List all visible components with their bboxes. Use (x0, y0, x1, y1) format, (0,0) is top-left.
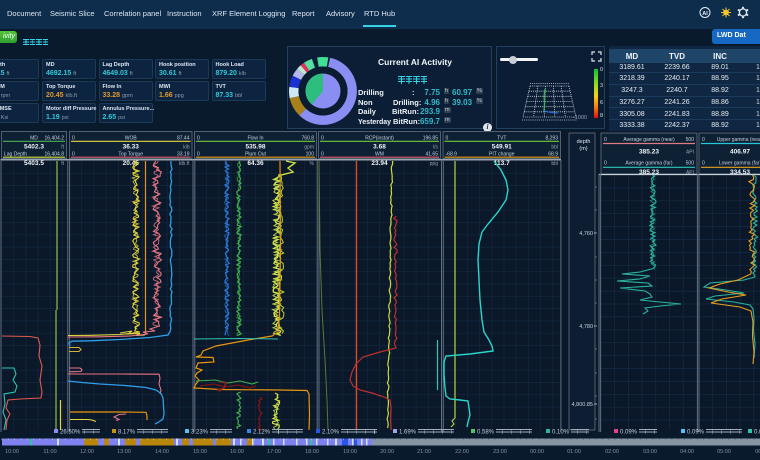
svg-text:Average gamma (far): Average gamma (far) (625, 161, 672, 167)
svg-text:MD: MD (30, 136, 38, 142)
svg-text:4,760: 4,760 (579, 231, 593, 237)
svg-text:RCP(instant): RCP(instant) (365, 136, 394, 142)
svg-text:bbl: bbl (551, 161, 558, 167)
svg-text:Upper gamma (near): Upper gamma (near) (717, 137, 760, 143)
svg-text:Lower gamma (far): Lower gamma (far) (719, 161, 760, 167)
svg-text:500: 500 (686, 161, 695, 167)
svg-text:ft: ft (61, 161, 64, 167)
svg-text:Lag Depth: Lag Depth (4, 151, 27, 157)
svg-text:5403.5: 5403.5 (24, 160, 44, 167)
svg-text:PIT change: PIT change (489, 151, 515, 157)
svg-text:8,293: 8,293 (545, 136, 558, 142)
svg-text:WM: WM (375, 151, 384, 157)
svg-text:0: 0 (702, 161, 705, 167)
svg-text:385.23: 385.23 (639, 169, 659, 176)
svg-text:0: 0 (702, 137, 705, 143)
svg-text:l/s: l/s (433, 145, 439, 151)
svg-text:5402.3: 5402.3 (24, 144, 44, 151)
svg-text:4,780: 4,780 (579, 324, 593, 330)
svg-text:0: 0 (197, 136, 200, 142)
svg-text:0: 0 (321, 136, 324, 142)
svg-text:Flow In: Flow In (247, 136, 263, 142)
svg-text:20.45: 20.45 (123, 160, 140, 167)
svg-text:klb: klb (183, 145, 190, 151)
svg-text:87.44: 87.44 (177, 136, 190, 142)
svg-text:(m): (m) (579, 146, 587, 152)
svg-text:Plum Out: Plum Out (245, 151, 266, 157)
svg-text:334.53: 334.53 (730, 169, 750, 176)
svg-text:depth: depth (577, 139, 591, 145)
svg-text:ft: ft (61, 145, 64, 151)
svg-text:100: 100 (306, 151, 315, 157)
svg-text:406.97: 406.97 (730, 149, 750, 156)
svg-text:196.85: 196.85 (423, 136, 439, 142)
svg-text:Average gamma (near): Average gamma (near) (623, 137, 675, 143)
svg-text:0: 0 (72, 136, 75, 142)
svg-text:113.7: 113.7 (494, 160, 510, 167)
svg-text:WOB: WOB (125, 136, 138, 142)
svg-text:klb.ft: klb.ft (179, 161, 190, 167)
svg-text:%: % (310, 161, 315, 167)
svg-text:0: 0 (604, 137, 607, 143)
svg-text:500: 500 (686, 137, 695, 143)
svg-text:16,404.8: 16,404.8 (45, 151, 65, 157)
svg-text:33.19: 33.19 (177, 151, 190, 157)
svg-text:68.9: 68.9 (548, 151, 558, 157)
svg-text:0: 0 (321, 151, 324, 157)
svg-text:API: API (686, 170, 694, 176)
svg-text:41.65: 41.65 (425, 151, 438, 157)
svg-text:ppg: ppg (430, 161, 439, 167)
svg-text:AI: AI (702, 11, 708, 17)
svg-text:36.33: 36.33 (123, 144, 140, 151)
svg-text:549.91: 549.91 (492, 144, 512, 151)
svg-text:TVT: TVT (497, 136, 506, 142)
svg-text:API: API (686, 150, 694, 156)
svg-text:0: 0 (197, 151, 200, 157)
svg-text:760.8: 760.8 (301, 136, 314, 142)
svg-text:16,404.2: 16,404.2 (45, 136, 65, 142)
svg-text:385.23: 385.23 (639, 149, 659, 156)
svg-text:gpm: gpm (304, 145, 314, 151)
svg-text:4,800.85: 4,800.85 (572, 402, 593, 408)
svg-text:0: 0 (604, 161, 607, 167)
svg-text:535.98: 535.98 (246, 144, 266, 151)
svg-text:3.68: 3.68 (373, 144, 386, 151)
svg-text:0: 0 (72, 151, 75, 157)
svg-text:bbl: bbl (551, 145, 558, 151)
svg-text:64.36: 64.36 (247, 160, 264, 167)
svg-text:0: 0 (446, 136, 449, 142)
svg-text:-68.9: -68.9 (446, 151, 458, 157)
svg-text:Top Torque: Top Torque (118, 151, 143, 157)
svg-text:23.94: 23.94 (371, 160, 388, 167)
